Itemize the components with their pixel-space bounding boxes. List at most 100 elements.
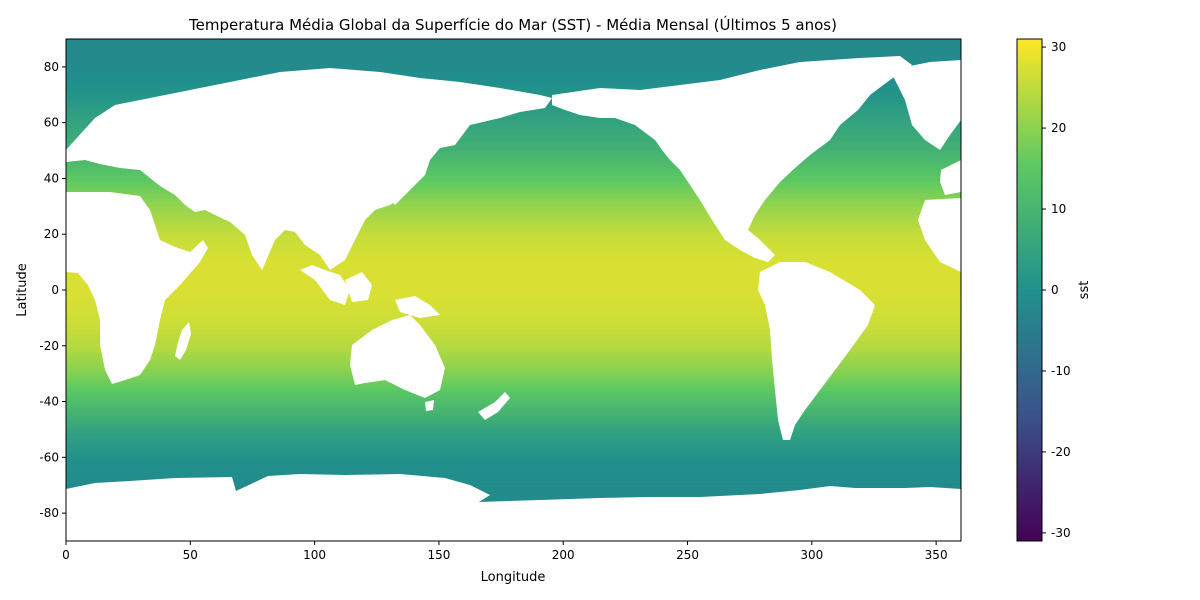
- heatmap-band: [66, 365, 961, 369]
- heatmap-band: [66, 55, 961, 60]
- heatmap-band: [66, 158, 961, 163]
- heatmap-band: [66, 64, 961, 68]
- y-tick-label: -20: [39, 339, 59, 353]
- heatmap-band: [66, 248, 961, 252]
- heatmap-band: [66, 153, 961, 157]
- heatmap-band: [66, 175, 961, 180]
- heatmap-band: [66, 395, 961, 400]
- land-new-guinea: [395, 296, 440, 318]
- heatmap-band: [66, 200, 961, 205]
- heatmap-band: [66, 217, 961, 221]
- heatmap-band: [66, 323, 961, 327]
- x-tick-label: 200: [552, 548, 575, 562]
- land-greenland: [890, 60, 961, 150]
- heatmap-band: [66, 443, 961, 447]
- heatmap-band: [66, 437, 961, 442]
- heatmap-band: [66, 368, 961, 372]
- heatmap-band: [66, 418, 961, 422]
- heatmap-band: [66, 267, 961, 272]
- colorbar-tick-label: 20: [1051, 121, 1066, 135]
- heatmap-band: [66, 167, 961, 171]
- heatmap-band: [66, 170, 961, 174]
- heatmap-band: [66, 281, 961, 286]
- colorbar-tick-label: -20: [1051, 445, 1071, 459]
- heatmap-band: [66, 454, 961, 458]
- colorbar-tick-label: -30: [1051, 526, 1071, 540]
- heatmap-band: [66, 206, 961, 210]
- heatmap-band: [66, 334, 961, 339]
- heatmap-band: [66, 237, 961, 241]
- heatmap-band: [66, 228, 961, 233]
- heatmap-band: [66, 404, 961, 408]
- heatmap-band: [66, 354, 961, 358]
- heatmap-band: [66, 351, 961, 355]
- heatmap-band: [66, 181, 961, 185]
- heatmap-band: [66, 295, 961, 299]
- heatmap-band: [66, 373, 961, 378]
- heatmap-band: [66, 379, 961, 383]
- heatmap-band: [66, 370, 961, 375]
- heatmap-band: [66, 331, 961, 336]
- heatmap-band: [66, 128, 961, 132]
- land-tasmania: [425, 400, 434, 411]
- heatmap-band: [66, 195, 961, 199]
- heatmap-band: [66, 298, 961, 302]
- heatmap-band: [66, 44, 961, 48]
- heatmap-band: [66, 423, 961, 428]
- heatmap-band: [66, 41, 961, 46]
- heatmap-band: [66, 440, 961, 444]
- heatmap-band: [66, 72, 961, 76]
- heatmap-band: [66, 407, 961, 411]
- heatmap-band: [66, 315, 961, 319]
- heatmap-band: [66, 340, 961, 344]
- heatmap-band: [66, 462, 961, 467]
- heatmap-band: [66, 496, 961, 500]
- heatmap-band: [66, 69, 961, 74]
- heatmap-band: [66, 482, 961, 486]
- heatmap-band: [66, 474, 961, 478]
- heatmap-band: [66, 488, 961, 492]
- y-tick-label: 20: [44, 227, 59, 241]
- heatmap-band: [66, 178, 961, 182]
- heatmap-band: [66, 376, 961, 380]
- colorbar-gradient: [1016, 38, 1043, 542]
- heatmap-band: [66, 457, 961, 461]
- land-north-america: [552, 56, 912, 262]
- heatmap-band: [66, 278, 961, 283]
- heatmap-band: [66, 306, 961, 311]
- heatmap-band: [66, 147, 961, 152]
- heatmap-band: [66, 156, 961, 160]
- heatmap-band: [66, 209, 961, 213]
- heatmap-band: [66, 284, 961, 288]
- heatmap-band: [66, 52, 961, 57]
- land-mask: [66, 56, 961, 541]
- heatmap-band: [66, 197, 961, 202]
- heatmap-band: [66, 387, 961, 391]
- colorbar: -30 -20 -10 0 10 20 30 sst: [1016, 38, 1092, 542]
- x-tick-label: 100: [303, 548, 326, 562]
- heatmap-band: [66, 117, 961, 121]
- heatmap-band: [66, 471, 961, 475]
- heatmap-band: [66, 142, 961, 146]
- sst-heatmap: [66, 39, 961, 541]
- heatmap-band: [66, 262, 961, 266]
- heatmap-band: [66, 448, 961, 453]
- heatmap-band: [66, 499, 961, 503]
- land-maritime-se-asia: [300, 265, 350, 305]
- colorbar-label: sst: [1077, 281, 1092, 300]
- y-tick-label: 40: [44, 171, 59, 185]
- heatmap-band: [66, 398, 961, 403]
- heatmap-band: [66, 382, 961, 386]
- heatmap-band: [66, 75, 961, 79]
- heatmap-band: [66, 276, 961, 280]
- y-tick-label: 60: [44, 116, 59, 130]
- heatmap-band: [66, 253, 961, 258]
- x-tick-label: 350: [925, 548, 948, 562]
- heatmap-band: [66, 83, 961, 88]
- heatmap-band: [66, 131, 961, 135]
- y-tick-label: 80: [44, 60, 59, 74]
- heatmap-band: [66, 80, 961, 85]
- land-new-zealand: [478, 392, 510, 420]
- heatmap-band: [66, 348, 961, 352]
- heatmap-band: [66, 426, 961, 431]
